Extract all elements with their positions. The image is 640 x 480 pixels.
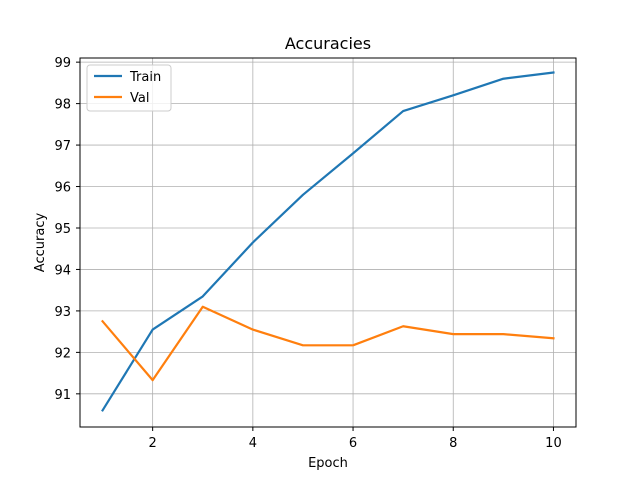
y-tick-label: 98 bbox=[54, 98, 71, 113]
x-tick-label: 6 bbox=[349, 436, 357, 451]
series-line-val bbox=[100, 305, 555, 382]
y-tick-label: 94 bbox=[54, 263, 71, 278]
y-tick-label: 96 bbox=[54, 181, 71, 196]
series-lines bbox=[100, 71, 555, 412]
plot-frame bbox=[79, 57, 577, 428]
y-tick-label: 93 bbox=[54, 305, 71, 320]
legend: Train Val bbox=[86, 64, 172, 112]
x-axis-label: Epoch bbox=[308, 456, 348, 471]
x-tick-label: 2 bbox=[149, 436, 157, 451]
y-tick-label: 92 bbox=[54, 346, 71, 361]
series-line-train bbox=[101, 71, 555, 412]
y-axis-label: Accuracy bbox=[33, 213, 48, 273]
y-tick-label: 91 bbox=[54, 388, 71, 403]
legend-label-val: Val bbox=[130, 91, 149, 106]
y-tick-label: 97 bbox=[54, 139, 71, 154]
x-axis-ticks: 2 4 6 8 10 bbox=[149, 427, 562, 451]
legend-label-train: Train bbox=[129, 70, 161, 85]
y-tick-label: 95 bbox=[54, 222, 71, 237]
y-tick-label: 99 bbox=[54, 56, 71, 71]
x-tick-label: 10 bbox=[545, 436, 562, 451]
chart-title: Accuracies bbox=[285, 34, 371, 53]
y-axis-ticks: 91 92 93 94 95 96 97 98 99 bbox=[54, 56, 80, 403]
grid-lines bbox=[80, 58, 576, 427]
x-tick-label: 4 bbox=[249, 436, 257, 451]
x-tick-label: 8 bbox=[449, 436, 457, 451]
